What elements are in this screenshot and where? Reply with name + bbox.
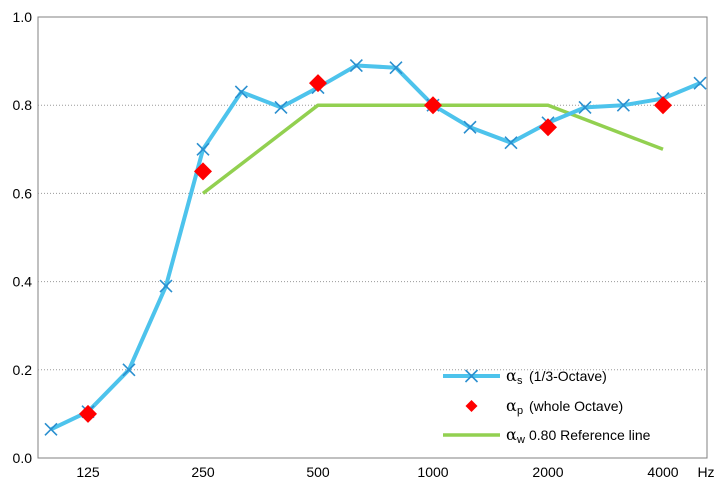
x-unit-label: Hz [697, 464, 714, 480]
y-axis: 0.0 0.2 0.4 0.6 0.8 1.0 [13, 9, 33, 466]
series-line-one-third-octave [50, 63, 701, 432]
x-tick-label: 250 [191, 464, 215, 480]
x-marker-point [463, 120, 477, 134]
x-tick-label: 125 [76, 464, 100, 480]
x-tick-label: 1000 [417, 464, 448, 480]
legend-alpha-symbol: α [506, 396, 517, 415]
series-markers [44, 58, 707, 436]
legend-x-marker [464, 369, 479, 383]
diamond-marker-point [654, 96, 672, 115]
x-marker-point [196, 142, 210, 156]
diamond-marker-point [424, 96, 442, 115]
x-marker-point [122, 363, 136, 377]
x-tick-label: 4000 [647, 464, 678, 480]
legend-subscript: p [517, 405, 523, 417]
legend-subscript: w [516, 434, 525, 446]
diamond-marker-point [539, 118, 557, 137]
y-tick-label: 0.6 [13, 185, 33, 201]
gridlines [38, 104, 707, 371]
y-tick-label: 1.0 [13, 9, 33, 25]
diamond-marker-point [79, 404, 97, 423]
diamond-marker-point [194, 162, 212, 181]
y-tick-label: 0.2 [13, 362, 33, 378]
legend-subscript: s [517, 375, 523, 387]
y-tick-label: 0.4 [13, 274, 33, 290]
legend-diamond-marker [465, 400, 478, 412]
x-marker-point [693, 76, 707, 90]
legend-label: (1/3-Octave) [529, 368, 607, 384]
x-tick-label: 2000 [532, 464, 563, 480]
y-tick-label: 0.0 [13, 450, 33, 466]
x-marker-point [44, 422, 58, 436]
legend-label: 0.80 Reference line [529, 427, 651, 443]
legend: α s (1/3-Octave)α p (whole Octave)α w 0.80 Ref… [443, 366, 651, 446]
x-marker-point [274, 100, 288, 114]
x-tick-label: 500 [306, 464, 330, 480]
x-marker-point [234, 85, 248, 99]
legend-alpha-symbol: α [506, 366, 517, 385]
x-marker-point [159, 279, 173, 293]
plot-area [37, 16, 708, 459]
x-marker-point [504, 136, 518, 150]
x-axis: Hz 125 250 500 1000 2000 4000 [76, 464, 714, 480]
x-marker-point [578, 100, 592, 114]
diamond-marker-point [309, 74, 327, 93]
x-marker-point [616, 98, 630, 112]
y-tick-label: 0.8 [13, 97, 33, 113]
legend-alpha-symbol: α [506, 425, 517, 444]
x-marker-point [349, 58, 363, 73]
legend-label: (whole Octave) [529, 398, 623, 414]
x-marker-point [389, 61, 403, 75]
